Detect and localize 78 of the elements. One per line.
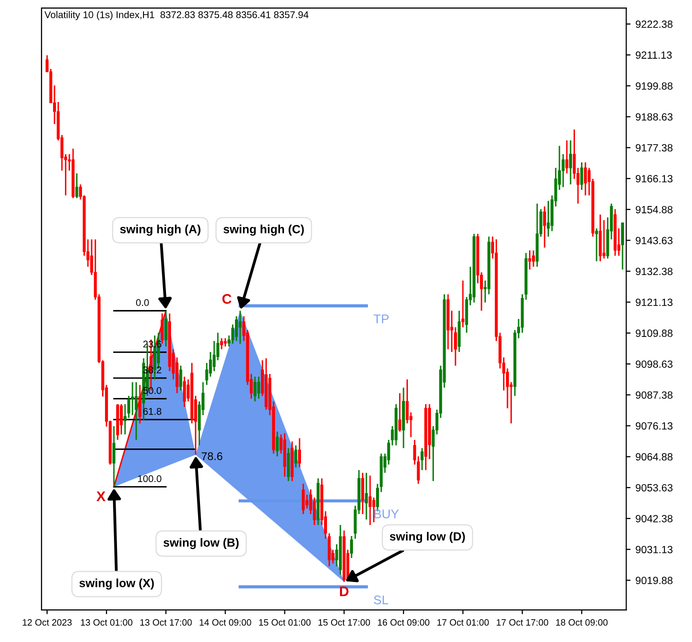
y-tick-label: 9188.63 bbox=[636, 113, 672, 121]
y-tick-label: 9211.13 bbox=[636, 51, 672, 59]
candlestick bbox=[286, 447, 290, 482]
y-tick-label: 9121.13 bbox=[636, 298, 672, 306]
candlestick bbox=[238, 310, 242, 344]
candlestick bbox=[364, 472, 368, 520]
candlestick bbox=[580, 162, 584, 191]
y-tick-label: 9076.13 bbox=[636, 422, 672, 430]
y-tick-label: 9042.38 bbox=[636, 514, 672, 522]
candlestick bbox=[398, 392, 402, 432]
candlestick bbox=[350, 535, 353, 559]
candlestick bbox=[220, 338, 224, 350]
annotation: C bbox=[222, 294, 232, 304]
candlestick bbox=[294, 444, 298, 468]
y-tick-label: 9098.63 bbox=[636, 360, 672, 368]
candlestick bbox=[75, 172, 78, 199]
annotation: swing high (A) bbox=[120, 224, 200, 236]
annotation: swing high (C) bbox=[224, 224, 304, 236]
candlestick bbox=[595, 228, 598, 262]
x-tick-label: 16 Oct 09:00 bbox=[378, 619, 430, 626]
y-tick-label: 9166.13 bbox=[636, 175, 672, 182]
candlestick bbox=[257, 376, 260, 400]
candlestick bbox=[120, 403, 123, 436]
x-tick-label: 15 Oct 17:00 bbox=[318, 619, 370, 626]
x-tick-label: 17 Oct 01:00 bbox=[437, 619, 489, 626]
candlestick bbox=[182, 376, 186, 408]
candlestick bbox=[254, 376, 256, 402]
candlestick bbox=[298, 438, 302, 468]
y-tick-label: 9109.88 bbox=[636, 330, 672, 337]
candlestick bbox=[461, 280, 464, 328]
annotation: D bbox=[340, 586, 349, 596]
candlestick bbox=[528, 250, 532, 270]
candlestick bbox=[112, 425, 116, 488]
candlestick bbox=[532, 250, 535, 268]
chart-title: Volatility 10 (1s) Index,H1 8372.83 8375.48 8356.41 8357.94 bbox=[44, 11, 308, 20]
x-tick-label: 13 Oct 01:00 bbox=[80, 619, 132, 626]
y-tick-label: 9222.38 bbox=[636, 20, 672, 28]
y-tick-label: 9031.13 bbox=[636, 546, 672, 554]
annotation: swing low (D) bbox=[390, 532, 465, 543]
x-tick-label: 13 Oct 17:00 bbox=[140, 619, 192, 626]
candlestick bbox=[361, 472, 364, 515]
candlestick bbox=[134, 381, 138, 441]
candlestick bbox=[621, 222, 624, 270]
candlestick bbox=[543, 206, 546, 248]
x-tick-label: 17 Oct 17:00 bbox=[496, 619, 548, 626]
annotation: 0.0 bbox=[136, 299, 149, 306]
candlestick bbox=[138, 384, 142, 424]
candlestick bbox=[131, 381, 134, 416]
annotation: 78.6 bbox=[202, 452, 222, 460]
y-tick-label: 9064.88 bbox=[636, 453, 672, 461]
candlestick bbox=[372, 496, 376, 523]
candlestick bbox=[584, 162, 587, 196]
y-tick-label: 9143.63 bbox=[636, 236, 672, 244]
candlestick bbox=[368, 474, 372, 526]
x-tick-label: 12 Oct 2023 bbox=[22, 619, 72, 626]
annotation: swing low (X) bbox=[79, 578, 154, 590]
y-tick-label: 9087.38 bbox=[636, 391, 672, 399]
candlestick bbox=[164, 310, 168, 348]
y-tick-label: 9019.88 bbox=[636, 576, 672, 584]
candlestick bbox=[420, 447, 424, 471]
y-tick-label: 9132.38 bbox=[636, 268, 672, 276]
x-tick-label: 14 Oct 09:00 bbox=[200, 619, 252, 626]
y-tick-label: 9053.63 bbox=[636, 484, 672, 492]
y-tick-label: 9154.88 bbox=[636, 206, 672, 214]
annotation: X bbox=[96, 492, 106, 502]
annotation: swing low (B) bbox=[164, 538, 239, 550]
candlestick bbox=[565, 140, 568, 174]
annotation: 38.2 bbox=[143, 366, 162, 374]
y-tick-label: 9177.38 bbox=[636, 144, 672, 152]
x-tick-label: 15 Oct 01:00 bbox=[259, 619, 311, 626]
candlestick bbox=[569, 140, 572, 186]
annotation: 100.0 bbox=[138, 475, 162, 482]
annotation: SL bbox=[374, 595, 388, 604]
candlestick bbox=[602, 219, 606, 260]
x-tick-label: 18 Oct 09:00 bbox=[556, 619, 608, 626]
y-tick-label: 9199.88 bbox=[636, 82, 672, 90]
candlestick bbox=[160, 312, 164, 344]
annotation: TP bbox=[374, 314, 389, 324]
